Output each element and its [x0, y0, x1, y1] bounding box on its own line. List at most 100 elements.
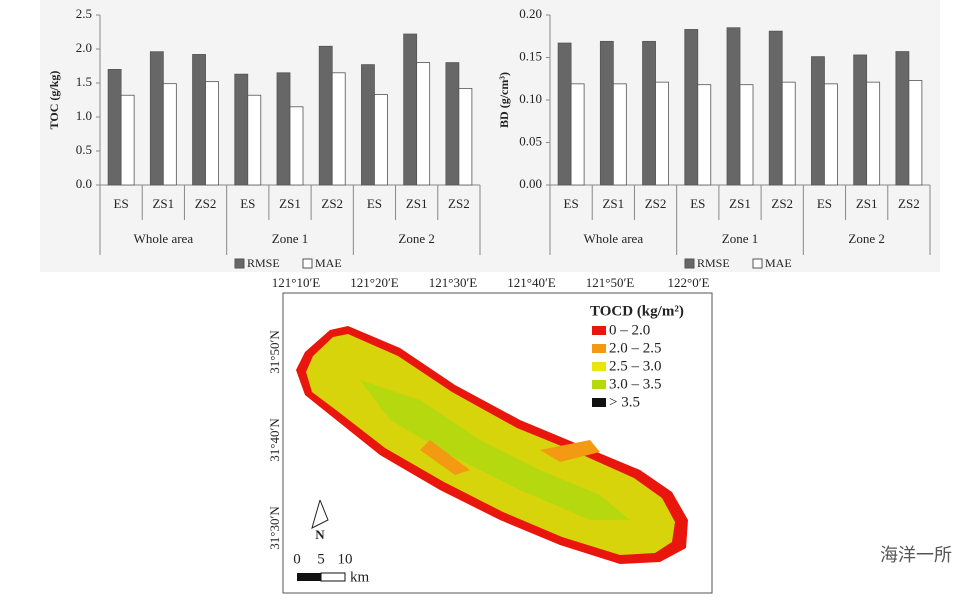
- group-label: Zone 1: [272, 231, 308, 246]
- scale-label: 0: [293, 551, 301, 567]
- x-tick-label: ZS1: [856, 196, 878, 211]
- scale-unit: km: [350, 569, 370, 585]
- scale-label: 10: [338, 551, 353, 567]
- legend-label: 0 – 2.0: [609, 322, 650, 338]
- bar: [655, 81, 669, 186]
- y-tick-label: 0.0: [76, 176, 92, 191]
- lon-label: 121°30′E: [429, 275, 478, 290]
- legend-swatch: [302, 258, 313, 269]
- bar: [416, 62, 431, 186]
- island-zone: [420, 440, 600, 475]
- bar: [205, 81, 219, 186]
- lon-label: 121°10′E: [272, 275, 321, 290]
- map: 121°10′E 121°20′E 121°30′E 121°40′E 121°50′E…: [267, 275, 713, 594]
- x-tick-label: ZS2: [448, 196, 470, 211]
- bar: [276, 72, 291, 186]
- bar: [247, 94, 262, 186]
- bar: [331, 72, 346, 186]
- lat-label: 31°50′N: [267, 330, 282, 374]
- x-tick-label: ZS2: [898, 196, 920, 211]
- x-tick-label: ES: [114, 196, 129, 211]
- bar: [895, 51, 910, 186]
- legend-swatch: [592, 326, 606, 335]
- legend-swatch: [752, 258, 763, 269]
- y-tick-label: 0.20: [519, 6, 542, 21]
- legend-label: MAE: [315, 256, 342, 270]
- y-axis-title: BD (g/cm³): [497, 72, 511, 128]
- watermark: 海洋一所: [880, 545, 952, 566]
- x-tick-label: ZS1: [406, 196, 428, 211]
- bar: [811, 56, 825, 186]
- bar: [684, 29, 699, 186]
- scale-label: 5: [317, 551, 325, 567]
- y-tick-label: 0.05: [519, 133, 542, 148]
- north-label: N: [315, 527, 325, 542]
- scale-bar: [320, 572, 346, 582]
- bar: [192, 54, 206, 186]
- x-tick-label: ES: [690, 196, 705, 211]
- bar: [739, 84, 754, 186]
- lon-label: 121°50′E: [586, 275, 635, 290]
- group-label: Zone 1: [722, 231, 758, 246]
- y-tick-label: 1.5: [76, 74, 92, 89]
- group-label: Zone 2: [848, 231, 884, 246]
- legend-label: 2.5 – 3.0: [609, 358, 662, 374]
- bar: [318, 45, 333, 186]
- bar: [570, 83, 585, 186]
- y-tick-label: 0.00: [519, 176, 542, 191]
- x-tick-label: ES: [817, 196, 832, 211]
- bar: [726, 27, 741, 186]
- bar: [107, 69, 122, 186]
- bar: [908, 80, 923, 186]
- legend-swatch: [234, 258, 245, 269]
- bar: [599, 40, 614, 186]
- bar: [458, 88, 473, 186]
- legend-label: MAE: [765, 256, 792, 270]
- legend-label: RMSE: [247, 256, 280, 270]
- y-tick-label: 2.0: [76, 40, 92, 55]
- group-label: Zone 2: [398, 231, 434, 246]
- lat-label: 31°30′N: [267, 506, 282, 550]
- y-tick-label: 0.5: [76, 142, 92, 157]
- bar: [445, 62, 460, 186]
- bar: [557, 42, 572, 186]
- lon-label: 122°0′E: [668, 275, 710, 290]
- legend-label: RMSE: [697, 256, 730, 270]
- group-label: Whole area: [134, 231, 194, 246]
- bar: [289, 106, 304, 186]
- x-tick-label: ES: [564, 196, 579, 211]
- x-tick-label: ZS1: [279, 196, 301, 211]
- legend-swatch: [684, 258, 695, 269]
- legend-swatch: [592, 344, 606, 353]
- bar: [234, 73, 249, 186]
- x-tick-label: ES: [367, 196, 382, 211]
- y-tick-label: 2.5: [76, 6, 92, 21]
- x-tick-label: ZS2: [771, 196, 793, 211]
- x-tick-label: ZS2: [195, 196, 217, 211]
- bar: [768, 30, 783, 186]
- bar: [853, 54, 868, 186]
- y-tick-label: 0.15: [519, 48, 542, 63]
- x-tick-label: ZS1: [152, 196, 174, 211]
- bar: [162, 83, 177, 186]
- legend-swatch: [592, 398, 606, 407]
- x-tick-label: ZS2: [321, 196, 343, 211]
- x-tick-label: ES: [240, 196, 255, 211]
- lat-label: 31°40′N: [267, 418, 282, 462]
- bar: [697, 84, 712, 186]
- scale-bar: [297, 573, 321, 581]
- y-tick-label: 0.10: [519, 91, 542, 106]
- legend-label: 2.0 – 2.5: [609, 340, 662, 356]
- y-axis-title: TOC (g/kg): [47, 71, 61, 130]
- legend-swatch: [592, 362, 606, 371]
- y-tick-label: 1.0: [76, 108, 92, 123]
- legend-label: 3.0 – 3.5: [609, 376, 662, 392]
- x-tick-label: ZS1: [729, 196, 751, 211]
- legend-title: TOCD (kg/m²): [590, 303, 684, 319]
- north-arrow: [311, 499, 329, 529]
- bar: [403, 33, 418, 186]
- x-tick-label: ZS1: [602, 196, 624, 211]
- bar: [374, 94, 388, 186]
- legend-swatch: [592, 380, 606, 389]
